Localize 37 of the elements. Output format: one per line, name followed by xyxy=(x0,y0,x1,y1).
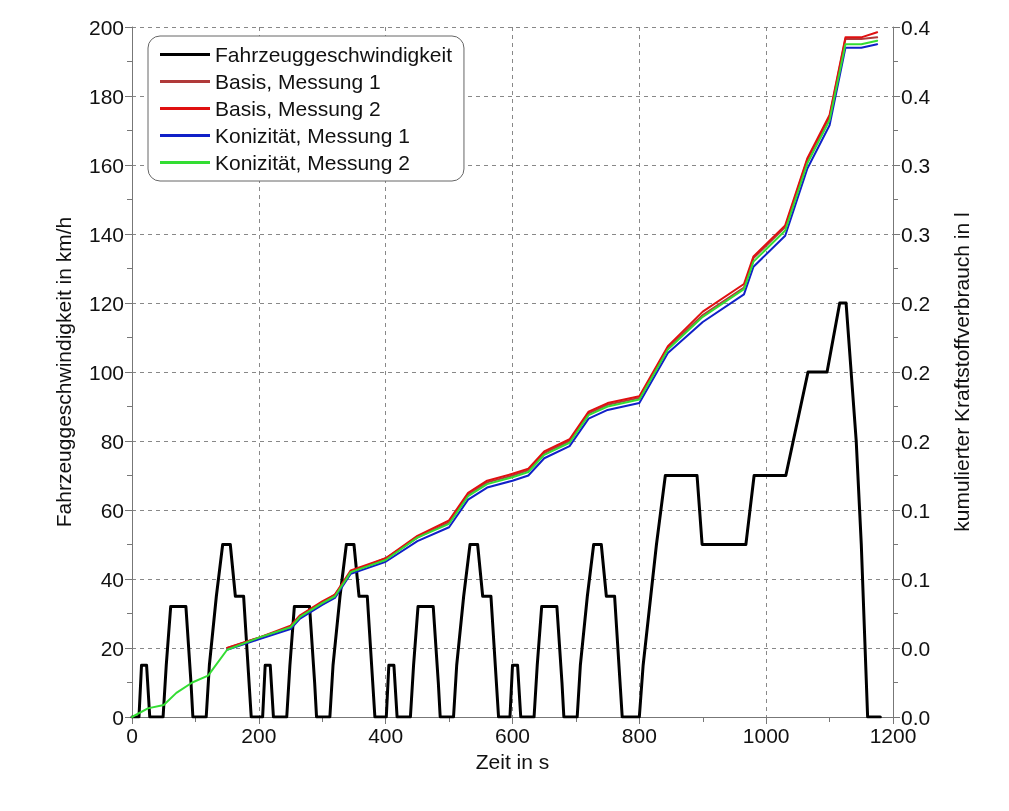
legend-label: Basis, Messung 2 xyxy=(215,97,381,120)
y2-axis-title: kumulierter Kraftstoffverbrauch in l xyxy=(950,212,973,532)
y2-tick-label: 0.1 xyxy=(901,498,931,522)
y2-tick-label: 0.2 xyxy=(901,360,931,384)
y-tick-label: 140 xyxy=(88,222,124,246)
x-tick-label: 200 xyxy=(241,724,277,747)
line-series xyxy=(131,39,879,718)
y2-tick-label: 0.3 xyxy=(901,153,931,177)
line-series xyxy=(130,301,882,719)
y2-tick-label: 0.0 xyxy=(901,636,931,660)
x-tick-label: 600 xyxy=(494,724,531,747)
y2-tick-label: 0.1 xyxy=(901,567,931,591)
y-tick-label: 180 xyxy=(88,84,124,108)
y-tick-label: 200 xyxy=(88,15,124,39)
y2-tick-label: 0.3 xyxy=(901,222,931,246)
y2-tick-label: 0.4 xyxy=(901,15,931,39)
y-axis-title: Fahrzeuggeschwindigkeit in km/h xyxy=(52,216,75,528)
x-tick-label: 1000 xyxy=(742,724,790,747)
legend-label: Basis, Messung 1 xyxy=(215,70,381,93)
y-tick-label: 120 xyxy=(88,291,124,315)
y-tick-label: 100 xyxy=(88,360,124,384)
x-axis-title: Zeit in s xyxy=(475,750,550,773)
legend-label: Konizität, Messung 2 xyxy=(215,151,410,174)
y-tick-label: 40 xyxy=(100,567,124,591)
legend-label: Fahrzeuggeschwindigkeit xyxy=(215,43,453,66)
x-tick-label: 0 xyxy=(126,724,138,747)
x-tick-label: 800 xyxy=(621,724,657,747)
x-tick-label: 400 xyxy=(368,724,404,747)
y-tick-label: 160 xyxy=(88,153,124,177)
y2-tick-label: 0.4 xyxy=(901,84,931,108)
y2-tick-label: 0.2 xyxy=(901,429,931,453)
y2-tick-label: 0.2 xyxy=(901,291,931,315)
y-tick-label: 60 xyxy=(100,498,124,522)
y-tick-label: 0 xyxy=(112,705,124,729)
y-tick-label: 20 xyxy=(100,636,124,660)
y-tick-label: 80 xyxy=(100,429,124,453)
legend-label: Konizität, Messung 1 xyxy=(215,124,410,147)
